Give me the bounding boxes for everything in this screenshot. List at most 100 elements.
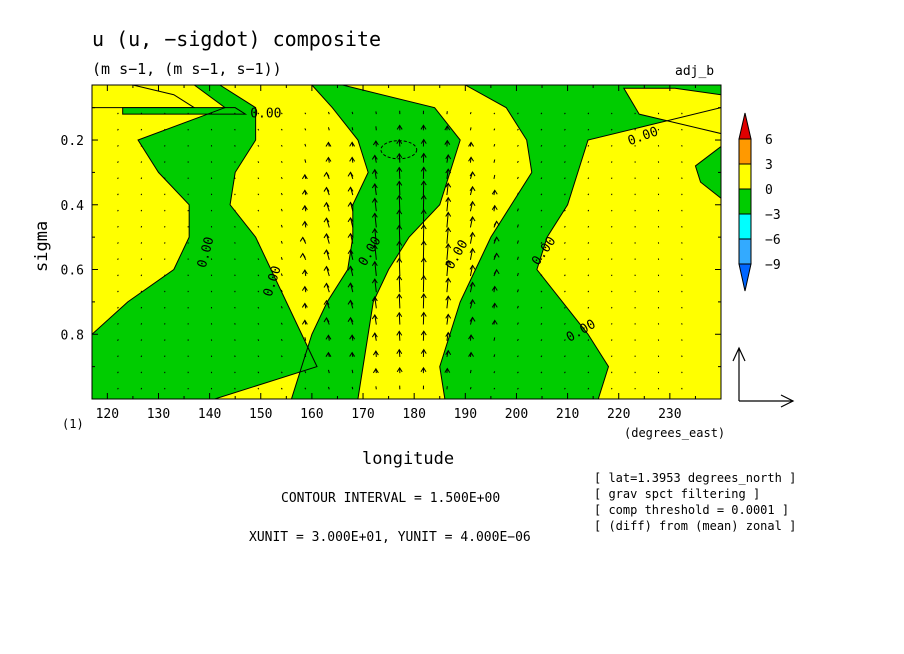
wind-vector [564,128,566,131]
wind-vector [587,258,590,261]
zero-contours [92,85,721,399]
wind-vector [446,296,449,309]
wind-vector [140,306,143,309]
wind-vector-head [491,204,498,210]
wind-vector [140,145,143,147]
wind-vector-head [396,194,403,200]
wind-vector [234,339,236,341]
contour-band-negative [439,85,721,399]
wind-vector [398,276,401,293]
note-line: [ comp threshold = 0.0001 ] [594,503,789,517]
wind-vector [516,240,519,244]
wind-vector [587,144,590,147]
colorbar: 6 3 0 −3 −6 −9 [738,112,781,292]
wind-vector [493,387,496,390]
wind-vector [117,306,119,309]
wind-vector [540,371,543,374]
wind-vector [517,355,519,358]
contour-band-negative [92,85,318,399]
wind-vector [540,193,543,196]
wind-vector [117,209,119,212]
wind-vector [374,296,377,309]
wind-vector [234,274,236,277]
x-tick-label: 140 [198,407,221,422]
wind-vector [140,177,143,180]
wind-vector [374,228,377,244]
wind-vector [234,193,236,196]
wind-vector [117,193,119,196]
wind-vector [681,274,683,277]
contour-band-positive [342,85,532,399]
wind-vector [140,161,143,163]
wind-vector [493,128,496,131]
wind-vector-head [323,265,330,271]
wind-vector [257,161,260,163]
wind-vector-head [396,209,403,215]
wind-vector [681,112,683,115]
wind-vector [564,161,566,163]
y-tick-label: 0.2 [61,134,84,149]
wind-vector-head [420,138,427,144]
wind-vector [681,161,683,163]
wind-vector [540,322,543,325]
wind-vector [587,387,590,390]
contour-interval-text: CONTOUR INTERVAL = 1.500E+00 [281,491,500,506]
wind-vector [587,161,590,163]
wind-vector-head [323,186,330,192]
wind-vector-head [493,236,500,242]
wind-vector [350,217,354,228]
wind-vector [117,177,119,180]
wind-vector [493,371,496,374]
wind-vector [517,112,519,115]
colorbar-label: −6 [765,233,781,248]
wind-vector [446,227,449,244]
wind-vector [257,112,260,115]
wind-vector [540,290,543,293]
wind-vector-head [396,275,403,281]
wind-vector [117,225,119,228]
wind-vector [564,306,566,309]
wind-vector [587,290,590,293]
wind-vector [234,177,236,180]
wind-vector [257,225,260,228]
wind-vector-head [396,166,403,172]
wind-vector [587,371,590,374]
wind-vector-head [445,168,452,174]
wind-vector [234,290,236,293]
wind-vector [446,243,449,260]
wind-vector-head [396,124,403,130]
wind-vectors [117,110,683,390]
wind-vector-head [323,282,330,288]
wind-vector [681,242,683,244]
wind-vector-head [349,156,356,162]
wind-vector [564,322,566,325]
wind-vector-head [347,201,354,207]
wind-vector-head [396,330,403,336]
wind-vector [280,322,283,325]
wind-vector-head [469,264,476,270]
wind-vector [398,153,401,163]
wind-vector [234,371,236,374]
wind-vector-head [325,351,332,357]
wind-vector [140,371,143,374]
wind-vector [117,290,119,293]
wind-vector [280,224,283,228]
wind-vector-head [347,299,354,305]
wind-vector [446,169,449,179]
wind-vector [398,241,401,260]
wind-vector [516,289,519,293]
wind-vector [469,265,474,277]
wind-vector [587,128,590,131]
wind-vector-head [420,257,427,263]
wind-vector-head [371,295,378,302]
reference-vector [732,346,795,408]
wind-vector [681,258,683,260]
wind-vector [587,177,590,180]
wind-vector-head [323,232,330,239]
wind-vector-head [469,316,476,322]
wind-vector [234,209,236,212]
wind-vector [681,355,683,358]
x-tick-label: 190 [454,407,477,422]
wind-vector-head [420,348,427,354]
wind-vector [681,387,683,390]
